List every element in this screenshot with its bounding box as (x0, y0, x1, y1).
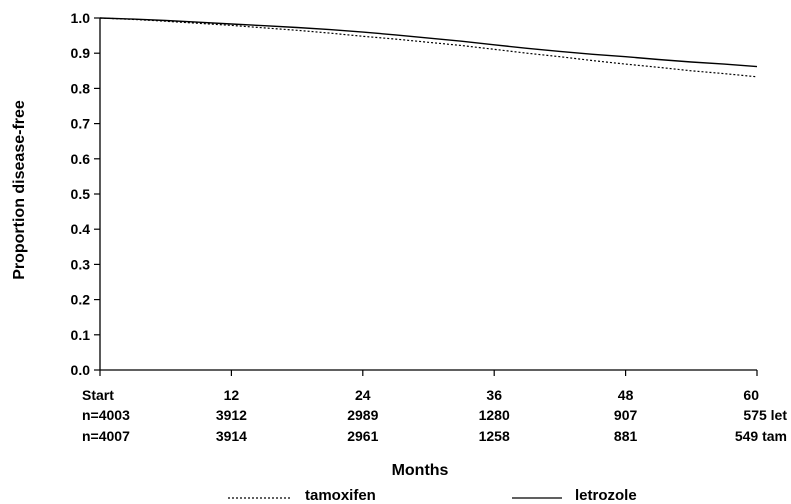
x-tick-label: Start (82, 387, 114, 403)
at-risk-value: 575 let (743, 407, 787, 423)
y-tick-label: 1.0 (71, 10, 91, 26)
at-risk-value: 3912 (216, 407, 247, 423)
at-risk-value: 881 (614, 428, 638, 444)
x-axis-title: Months (392, 462, 449, 479)
y-tick-label: 0.5 (71, 186, 91, 202)
y-tick-label: 0.9 (71, 45, 91, 61)
x-tick-label: 12 (224, 387, 240, 403)
y-tick-label: 0.3 (71, 256, 91, 272)
y-tick-label: 0.1 (71, 327, 91, 343)
at-risk-value: 1258 (479, 428, 510, 444)
at-risk-value: n=4007 (82, 428, 130, 444)
y-tick-label: 0.7 (71, 116, 91, 132)
at-risk-value: 907 (614, 407, 638, 423)
x-tick-label: 24 (355, 387, 371, 403)
legend: tamoxifen letrozole (228, 487, 637, 504)
y-tick-label: 0.8 (71, 80, 91, 96)
plot-area: 0.0 0.1 0.2 0.3 0.4 0.5 0.6 0.7 0.8 0.9 1.0 Start 12… (71, 10, 788, 444)
x-tick-label: 60 (743, 387, 759, 403)
legend-label-tamoxifen: tamoxifen (305, 487, 376, 504)
x-tick-label: 36 (486, 387, 502, 403)
at-risk-value: 2961 (347, 428, 378, 444)
y-tick-label: 0.2 (71, 292, 91, 308)
y-tick-label: 0.0 (71, 362, 91, 378)
y-axis-title: Proportion disease-free (11, 100, 28, 280)
series-line-tamoxifen (99, 17, 758, 78)
x-tick-label: 48 (618, 387, 634, 403)
y-tick-label: 0.4 (71, 221, 91, 237)
series-line-letrozole (99, 17, 758, 68)
at-risk-value: n=4003 (82, 407, 130, 423)
y-tick-label: 0.6 (71, 151, 91, 167)
at-risk-value: 2989 (347, 407, 378, 423)
at-risk-value: 3914 (216, 428, 247, 444)
legend-label-letrozole: letrozole (575, 487, 637, 504)
at-risk-value: 1280 (479, 407, 510, 423)
at-risk-value: 549 tam (735, 428, 787, 444)
